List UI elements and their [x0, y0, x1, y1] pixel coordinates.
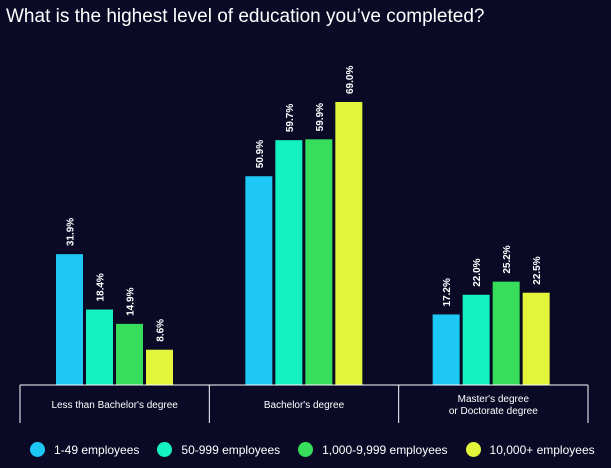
legend-label-1-49: 1-49 employees — [54, 442, 140, 457]
bar[interactable] — [335, 102, 363, 385]
legend-label-50-999: 50-999 employees — [181, 442, 281, 457]
data-label: 69.0% — [345, 66, 356, 94]
bar[interactable] — [462, 294, 490, 385]
data-label: 8.6% — [156, 319, 167, 342]
bar[interactable] — [432, 314, 460, 385]
data-label: 14.9% — [126, 287, 137, 315]
legend-label-1000-9999: 1,000-9,999 employees — [322, 442, 448, 457]
legend: 1-49 employees 50-999 employees 1,000-9,… — [30, 442, 611, 457]
bar[interactable] — [56, 254, 83, 385]
data-label: 59.7% — [285, 104, 296, 132]
chart-title: What is the highest level of education y… — [6, 6, 485, 27]
bar[interactable] — [245, 176, 273, 385]
x-tick-label: Less than Bachelor's degree — [51, 400, 178, 411]
legend-swatch-50-999 — [157, 442, 173, 457]
bar[interactable] — [522, 292, 550, 385]
data-label: 18.4% — [96, 273, 107, 301]
bar[interactable] — [275, 140, 303, 385]
x-tick-label: or Doctorate degree — [449, 406, 538, 417]
data-label: 31.9% — [66, 218, 77, 246]
legend-swatch-1000-9999 — [298, 442, 314, 457]
bar[interactable] — [86, 309, 113, 385]
data-label: 25.2% — [502, 245, 513, 273]
legend-label-10000-plus: 10,000+ employees — [489, 442, 595, 457]
legend-item-10000-plus[interactable]: 10,000+ employees — [465, 442, 595, 457]
bar[interactable] — [146, 349, 173, 385]
legend-swatch-1-49 — [30, 442, 45, 457]
data-label: 17.2% — [442, 278, 453, 306]
bar[interactable] — [492, 281, 520, 385]
data-label: 22.0% — [472, 258, 483, 286]
x-tick-label: Bachelor's degree — [264, 400, 345, 411]
legend-item-1-49[interactable]: 1-49 employees — [30, 442, 139, 457]
legend-item-50-999[interactable]: 50-999 employees — [157, 442, 280, 457]
data-label: 22.5% — [532, 256, 543, 284]
legend-item-1000-9999[interactable]: 1,000-9,999 employees — [298, 442, 448, 457]
data-label: 50.9% — [255, 140, 266, 168]
legend-swatch-10000-plus — [465, 442, 481, 457]
bar[interactable] — [116, 323, 143, 385]
bar[interactable] — [305, 139, 333, 385]
data-label: 59.9% — [315, 103, 326, 131]
x-tick-label: Master's degree — [458, 394, 530, 405]
bar-chart: 31.9% 18.4% 14.9% 8.6% 50.9% 59.7% 59.9% 69.0% 1… — [19, 66, 589, 423]
